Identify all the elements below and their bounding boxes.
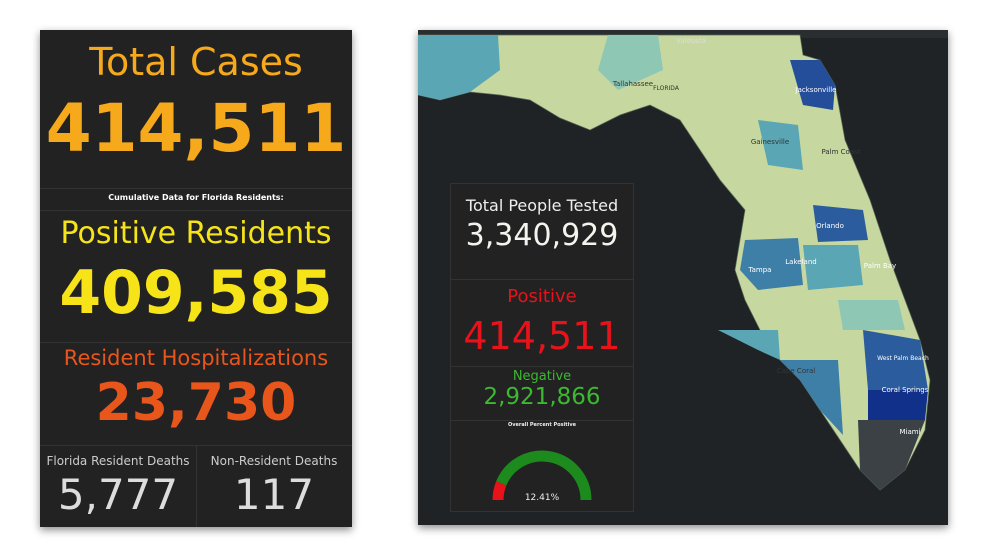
map-label: Palm Coast [821,148,860,156]
separator [40,342,352,343]
separator [451,366,633,367]
map-label: Orlando [816,222,844,230]
nonresident-deaths-title: Non-Resident Deaths [210,454,338,468]
resident-deaths: 5,777 [57,470,179,519]
county [868,390,928,420]
hospitalizations: 23,730 [95,373,297,433]
negative: 2,921,866 [483,384,601,410]
map-label: Valdosta [676,37,706,45]
county [418,35,500,100]
resident-deaths-title: Florida Resident Deaths [46,454,190,468]
separator [451,279,633,280]
gauge-value-label: 12.41% [525,493,560,503]
separator [196,445,197,527]
nonresident-deaths: 117 [233,470,315,519]
separator [40,188,352,189]
gauge-title: Overall Percent Positive [507,422,577,428]
total-cases: 414,511 [45,90,347,167]
county [803,245,863,290]
map-label: FLORIDA [653,85,680,92]
land-strip [418,30,948,38]
separator [451,420,633,421]
gauge-value [492,481,507,501]
map-label: Coral Springs [882,386,929,394]
county [718,330,780,360]
county [863,330,928,390]
county [790,60,835,110]
separator [40,210,352,211]
tested: 3,340,929 [465,218,619,253]
county [838,300,905,330]
tested-title: Total People Tested [465,196,619,215]
total-cases-title: Total Cases [89,40,303,84]
testing-panel: Total People Tested 3,340,929 Positive 4… [450,183,634,512]
residents-panel: Total Cases 414,511 Cumulative Data for … [40,30,352,527]
map-label: West Palm Beach [877,355,929,362]
map-label: Palm Bay [864,262,896,270]
positive: 409,585 [59,258,333,328]
hospitalizations-title: Resident Hospitalizations [63,346,329,370]
map-label: Cape Coral [777,367,815,375]
map: Valdosta Tallahassee FLORIDA Jacksonvill… [418,30,948,491]
county [758,120,803,170]
map-label: Gainesville [751,138,789,146]
positive-title: Positive Residents [60,216,332,251]
map-label: Lakeland [785,258,816,266]
county [740,238,803,290]
map-label: Jacksonville [795,86,837,94]
subtitle: Cumulative Data for Florida Residents: [108,193,284,202]
county [598,35,663,90]
county [813,205,868,242]
positive-title: Positive [507,286,577,307]
county [858,420,925,490]
gauge: 12.41% [492,450,592,503]
map-panel: Valdosta Tallahassee FLORIDA Jacksonvill… [418,30,948,525]
map-label: Miami [899,428,920,436]
positive: 414,511 [463,314,621,358]
map-label: Tallahassee [612,80,653,88]
gauge-track [496,450,592,501]
county [780,360,843,435]
map-label: Tampa [748,266,772,274]
negative-title: Negative [512,369,572,384]
